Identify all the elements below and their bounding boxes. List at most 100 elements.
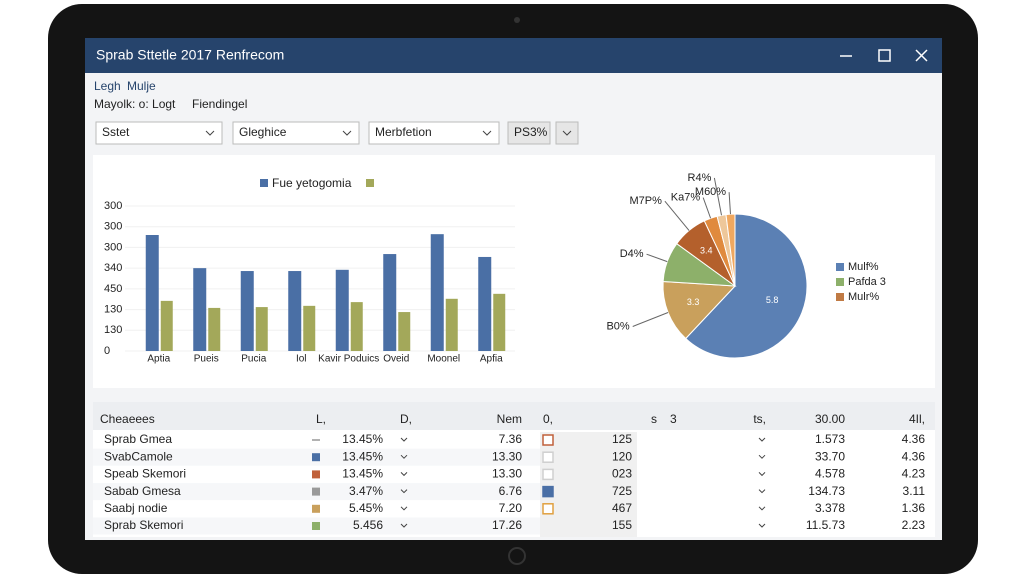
callout-line — [632, 312, 669, 327]
cell: 134.73 — [808, 484, 845, 498]
column-header: Nem — [497, 412, 522, 426]
menu-item[interactable]: Legh — [94, 79, 121, 93]
cell: 125 — [612, 432, 632, 446]
legend-swatch — [836, 278, 844, 286]
table-cell-highlight — [540, 432, 637, 537]
slice-label: R4% — [688, 172, 712, 184]
column-header: Cheaeees — [100, 412, 155, 426]
x-tick-label: Iol — [296, 354, 307, 365]
bar — [288, 271, 302, 351]
slice-label: M60% — [695, 186, 726, 198]
legend-label: Mulf% — [848, 261, 879, 273]
bar — [398, 312, 411, 351]
marker — [542, 485, 554, 498]
y-tick-label: 450 — [104, 283, 122, 295]
bar — [145, 235, 159, 351]
swatch — [312, 504, 320, 513]
menu-item[interactable]: Mulje — [127, 79, 156, 93]
cell: 4.36 — [902, 449, 926, 463]
maximize[interactable] — [878, 49, 891, 62]
cell: Sprab Gmea — [104, 432, 172, 446]
bar — [303, 305, 316, 351]
chevron — [400, 472, 408, 477]
chevron — [758, 437, 766, 442]
cell: 3.378 — [815, 501, 845, 515]
bar — [445, 298, 458, 351]
dropdown-text[interactable]: PS3% — [514, 125, 548, 139]
cell: 13.45% — [342, 432, 383, 446]
cell: 4.36 — [902, 432, 926, 446]
bar — [430, 234, 444, 351]
chevron — [400, 489, 408, 494]
cell: 33.70 — [815, 449, 845, 463]
cell: 023 — [612, 467, 632, 481]
y-tick-label: 130 — [104, 303, 122, 315]
bar — [478, 256, 492, 351]
x-tick-label: Kavir Poduics — [318, 354, 379, 365]
slice-text: 3.4 — [700, 246, 713, 256]
cell: 3.47% — [349, 484, 383, 498]
dropdown-text[interactable]: Gleghice — [239, 125, 287, 139]
bar — [335, 269, 349, 351]
swatch — [312, 453, 320, 462]
chevron — [758, 506, 766, 511]
swatch — [312, 522, 320, 530]
legend-label: Mulr% — [848, 291, 879, 303]
column-header: 3 — [670, 412, 677, 426]
cell: 155 — [612, 518, 632, 532]
close[interactable] — [915, 49, 928, 62]
column-header: 4Il, — [909, 412, 925, 426]
chart-panel — [93, 155, 935, 388]
dropdown[interactable] — [368, 121, 500, 145]
cell: Saabj nodie — [104, 501, 168, 515]
home-button[interactable] — [508, 547, 526, 565]
y-tick-label: 340 — [104, 262, 122, 274]
column-header: s — [651, 412, 657, 426]
chevron — [400, 454, 408, 459]
chevron — [400, 523, 408, 528]
marker — [542, 468, 554, 481]
chevron — [400, 437, 408, 442]
dropdown-text[interactable]: Sstet — [102, 125, 130, 139]
bar — [493, 293, 506, 351]
marker — [542, 451, 554, 463]
bar — [255, 307, 268, 351]
cell: 4.23 — [902, 467, 926, 481]
chevron — [758, 523, 766, 528]
pie-slice — [725, 213, 736, 287]
callout-line — [728, 192, 731, 215]
marker — [542, 434, 554, 446]
column-header: D, — [400, 412, 412, 426]
x-tick-label: Apfia — [480, 354, 503, 365]
dropdown[interactable] — [555, 121, 579, 145]
cell: 17.26 — [492, 518, 522, 532]
cell: 11.5.73 — [806, 518, 845, 532]
bar — [383, 254, 397, 351]
x-tick-label: Aptia — [147, 354, 170, 365]
column-header: L, — [316, 412, 326, 426]
cell: 2.23 — [902, 518, 926, 532]
column-header: 0, — [543, 412, 553, 426]
pie-slice — [685, 213, 808, 359]
legend-swatch — [366, 179, 374, 187]
dropdown[interactable] — [95, 121, 223, 145]
title-bar — [85, 38, 942, 73]
cell: 1.573 — [815, 432, 845, 446]
slice-text: 5.8 — [766, 295, 779, 305]
cell: 13.45% — [342, 467, 383, 481]
callout-line — [646, 253, 668, 263]
dropdown[interactable] — [232, 121, 360, 145]
y-tick-label: 300 — [104, 200, 122, 212]
legend-swatch — [836, 293, 844, 301]
bar — [350, 302, 363, 351]
cell: SvabCamole — [104, 449, 173, 463]
dropdown[interactable] — [507, 121, 551, 145]
dropdown-text[interactable]: Merbfetion — [375, 125, 432, 139]
slice-label: D4% — [620, 248, 644, 260]
cell: 13.30 — [492, 449, 522, 463]
chevron — [758, 472, 766, 477]
cell: Sprab Skemori — [104, 518, 183, 532]
cell: 4.578 — [815, 467, 845, 481]
